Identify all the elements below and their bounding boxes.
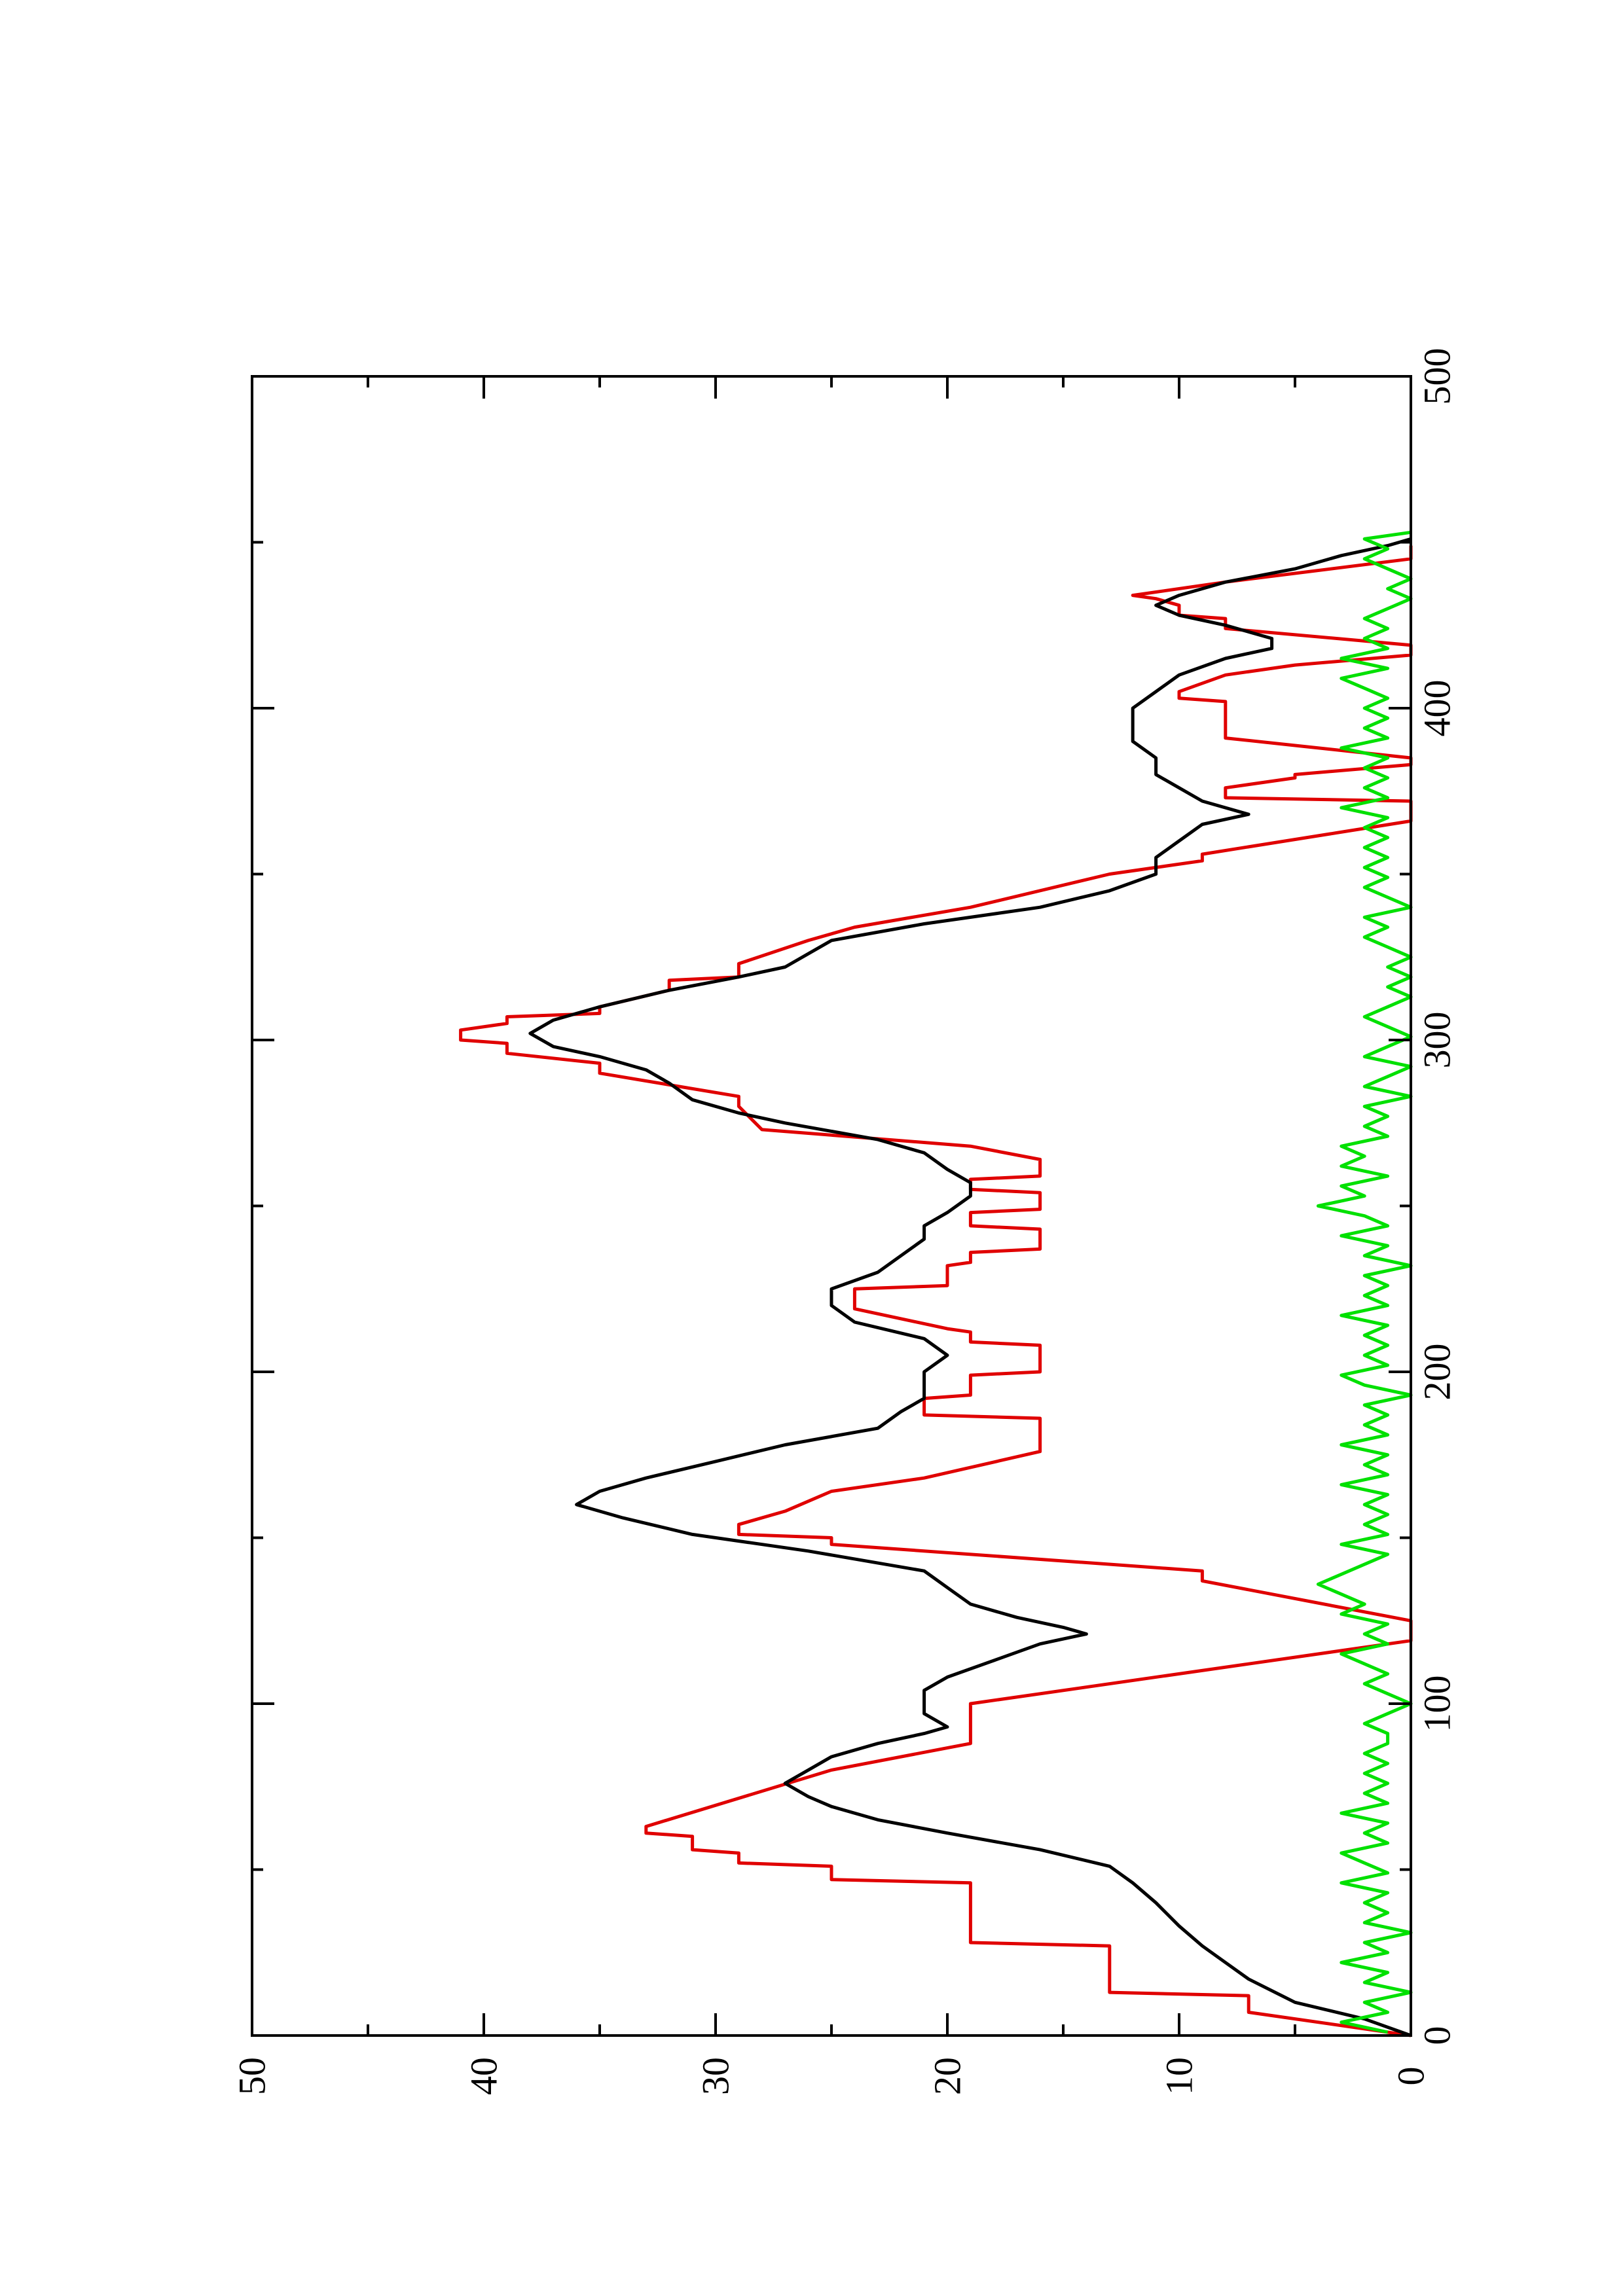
x-tick-label-0: 0	[1416, 2026, 1459, 2045]
x-tick-label-200: 200	[1416, 1344, 1459, 1401]
y-tick-label-30: 30	[695, 2057, 737, 2095]
x-tick-label-500: 500	[1416, 348, 1459, 405]
series-line-2	[528, 537, 1412, 2037]
x-tick-label-100: 100	[1416, 1676, 1459, 1732]
y-tick-label-20: 20	[926, 2057, 969, 2095]
tick-labels-layer: 0 100 200 300 400 500 0 10 20 30 40 50	[231, 348, 1459, 2096]
y-tick-label-0: 0	[1390, 2067, 1432, 2086]
x-tick-label-400: 400	[1416, 680, 1459, 737]
ticks-layer	[251, 375, 1412, 2037]
series-line-3	[1316, 530, 1413, 2034]
y-tick-label-40: 40	[463, 2057, 505, 2095]
y-tick-label-10: 10	[1158, 2057, 1201, 2095]
y-tick-label-50: 50	[231, 2057, 274, 2095]
x-tick-label-300: 300	[1416, 1012, 1459, 1069]
